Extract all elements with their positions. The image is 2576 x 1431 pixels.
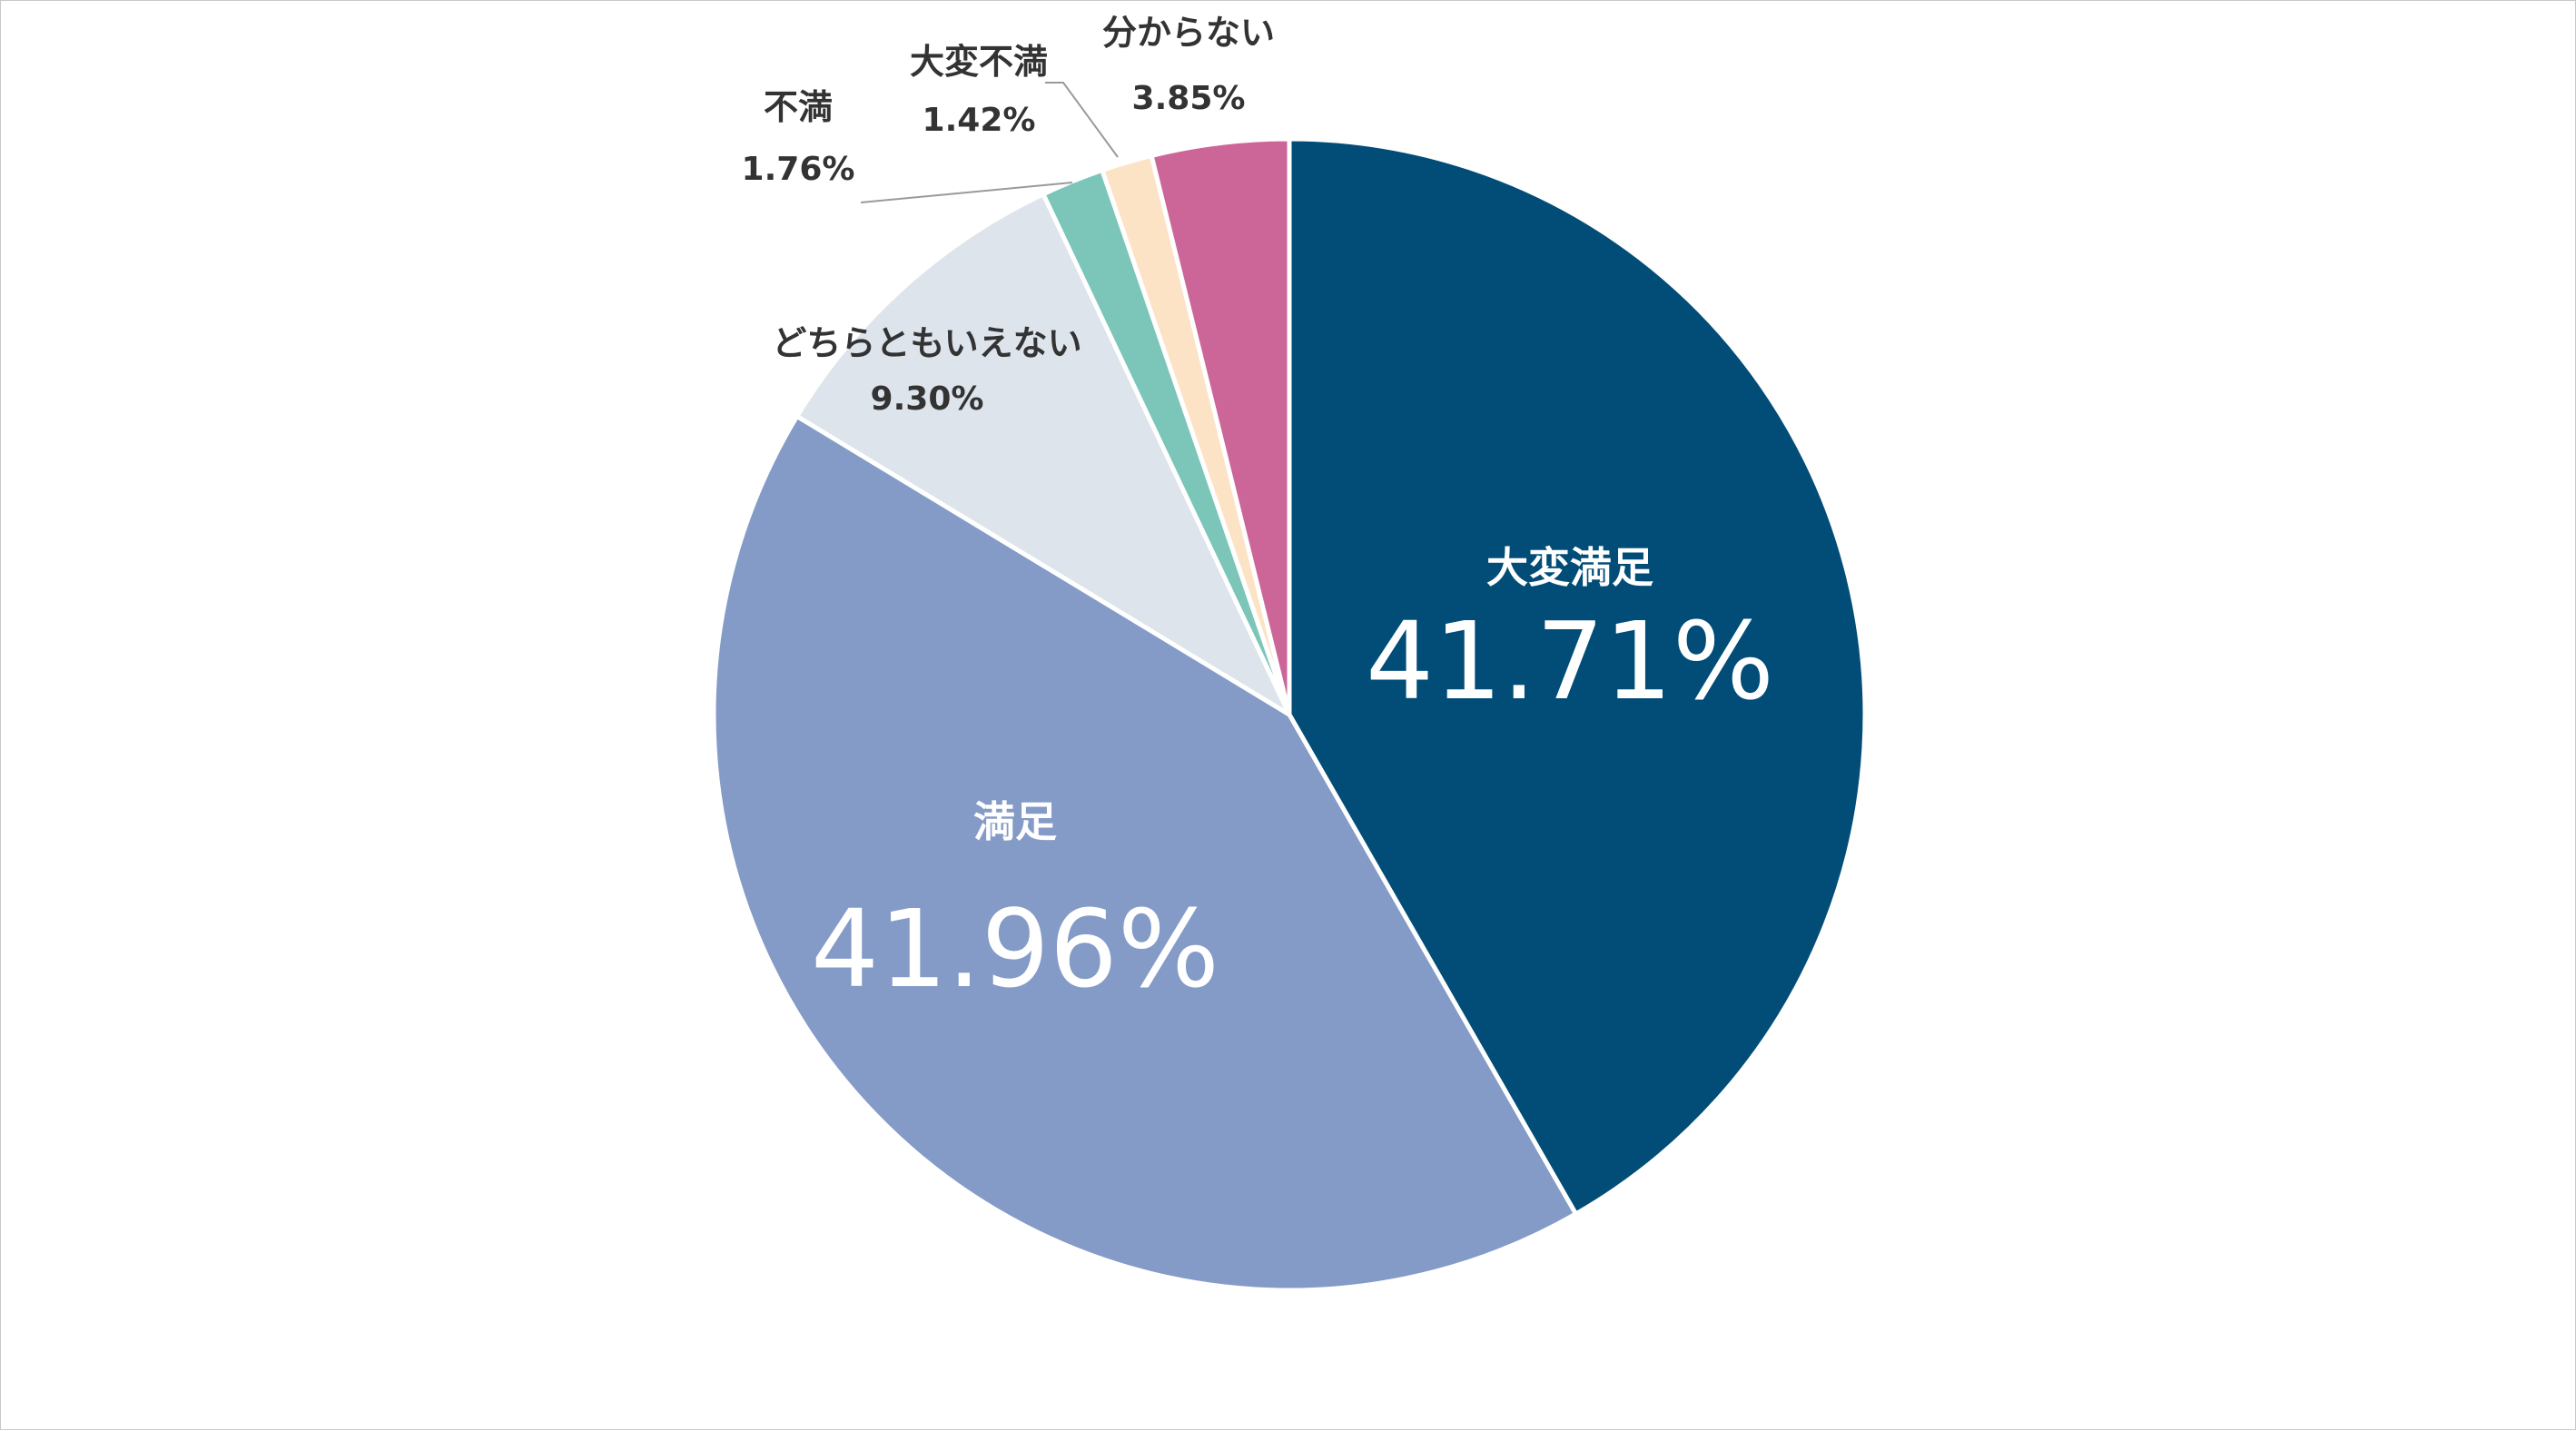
slices-layer (711, 136, 1868, 1293)
leader-line-3 (860, 182, 1073, 203)
slice-label-0: 大変満足 (1486, 543, 1653, 592)
slice-label-2: どちらともいえない (772, 323, 1081, 363)
slice-label-4: 大変不満 (910, 42, 1048, 82)
slice-label-1: 満足 (973, 797, 1057, 846)
slice-value-0: 41.71% (1366, 598, 1774, 724)
slice-value-3: 1.76% (742, 151, 855, 188)
slice-value-5: 3.85% (1132, 80, 1246, 117)
slice-value-4: 1.42% (923, 102, 1036, 139)
slice-value-2: 9.30% (871, 380, 984, 418)
slice-label-3: 不満 (764, 87, 833, 127)
leaders-layer (860, 82, 1119, 203)
labels-layer: 大変満足 41.71% 満足 41.96% どちらともいえない 9.30% 不満 1.76% 大… (742, 13, 1774, 1012)
leader-line-4 (1045, 82, 1119, 158)
pie-slice-0 (1287, 136, 1868, 1217)
slice-label-5: 分からない (1102, 13, 1275, 53)
slice-value-1: 41.96% (811, 886, 1219, 1012)
pie-slice-1 (711, 413, 1578, 1293)
pie-slice-5 (1149, 136, 1292, 717)
pie-slice-2 (795, 192, 1292, 717)
